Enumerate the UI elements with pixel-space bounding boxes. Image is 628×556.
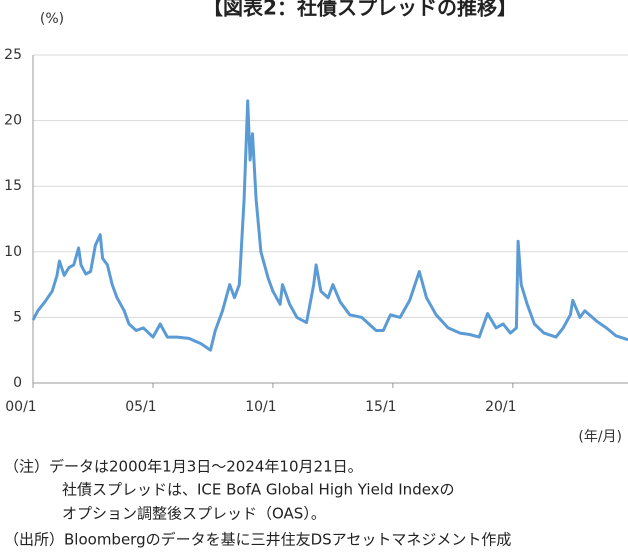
note: オプション調整後スプレッド（OAS）。 bbox=[62, 505, 326, 523]
x-axis-label: (年/月) bbox=[578, 429, 622, 445]
x-tick-label: 10/1 bbox=[245, 399, 276, 415]
y-tick-label: 5 bbox=[13, 309, 22, 325]
x-tick-label: 15/1 bbox=[365, 399, 396, 415]
y-tick-label: 25 bbox=[4, 47, 22, 63]
x-tick-label: 20/1 bbox=[485, 399, 516, 415]
note: 社債スプレッドは、ICE BofA Global High Yield Inde… bbox=[62, 481, 455, 499]
y-tick-label: 20 bbox=[4, 113, 22, 129]
y-axis-label: (%) bbox=[40, 11, 64, 27]
chart-title: 【図表2：社債スプレッドの推移】 bbox=[203, 0, 517, 20]
x-tick-label: 00/1 bbox=[5, 399, 36, 415]
data-line bbox=[31, 99, 628, 352]
x-tick-label: 05/1 bbox=[125, 399, 156, 415]
note: （注）データは2000年1月3日～2024年10月21日。 bbox=[4, 458, 363, 476]
y-tick-label: 0 bbox=[13, 375, 22, 391]
note: （出所）Bloombergのデータを基に三井住友DSアセットマネジメント作成 bbox=[4, 531, 511, 549]
y-tick-label: 15 bbox=[4, 178, 22, 194]
y-tick-label: 10 bbox=[4, 244, 22, 260]
